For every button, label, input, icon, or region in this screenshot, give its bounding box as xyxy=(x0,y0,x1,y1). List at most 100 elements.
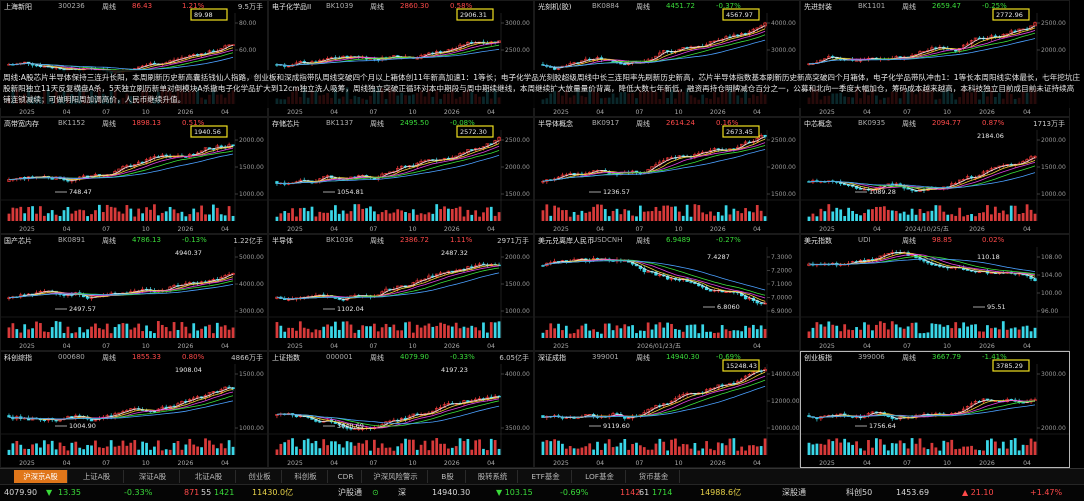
chart-panel-UDI[interactable]: 美元指数 UDI 周线 98.85 0.02% 108.00 104.00 100.00 96.… xyxy=(800,234,1070,351)
volume-bar xyxy=(212,204,215,221)
panel-code: UDI xyxy=(858,236,871,244)
volume-bar xyxy=(638,445,642,455)
y-tick-label: 3500.00 xyxy=(505,425,530,432)
volume-bar xyxy=(910,208,914,221)
volume-bar xyxy=(545,440,549,455)
volume-bar xyxy=(470,214,474,221)
candle-body xyxy=(689,281,693,283)
y-tick-label: 5000.00 xyxy=(239,254,264,261)
volume-bar xyxy=(427,323,431,338)
candle-body xyxy=(712,40,717,43)
volume-bar xyxy=(176,329,180,338)
panel-name: 半导体 xyxy=(272,237,293,245)
panel-period: 周线 xyxy=(636,354,650,362)
low-label: 1089.28 xyxy=(869,188,896,196)
chart-panel-000680[interactable]: 科创综指 000680 周线 1855.33 0.80% 4866万手 1500.00 100… xyxy=(0,351,268,468)
candle-body xyxy=(658,274,662,276)
x-axis-label: 10 xyxy=(675,226,683,233)
chart-panel-USDCNH[interactable]: 美元兑离岸人民币 USDCNH 周线 6.9489 -0.27% 7.3000 7.2000… xyxy=(534,234,800,351)
volume-bar xyxy=(215,207,219,221)
tab-7[interactable]: 沪深风险警示 xyxy=(364,470,428,483)
x-axis-label: 07 xyxy=(102,343,110,350)
volume-bar xyxy=(204,326,207,338)
volume-bar xyxy=(196,330,200,338)
volume-bar xyxy=(603,209,607,221)
volume-bar xyxy=(330,210,333,221)
tab-0[interactable]: 沪深京A股 xyxy=(14,470,68,483)
volume-bar xyxy=(564,210,568,221)
tab-12[interactable]: 货币基金 xyxy=(628,470,680,483)
volume-bar xyxy=(392,324,396,338)
volume-bar xyxy=(326,445,329,455)
volume-bar xyxy=(1005,329,1009,338)
x-axis-label: 2025 xyxy=(287,460,303,467)
volume-bar xyxy=(35,321,38,338)
chart-panel-BK1036[interactable]: 半导体 BK1036 周线 2386.72 1.11% 2971万手 2000.00 1500… xyxy=(268,234,534,351)
volume-bar xyxy=(369,206,372,221)
volume-bar xyxy=(334,205,337,221)
moving-average-line xyxy=(808,157,1036,191)
volume-bar xyxy=(470,325,474,338)
volume-bar xyxy=(129,208,133,221)
volume-bar xyxy=(1025,204,1029,221)
tab-6[interactable]: CDR xyxy=(330,470,362,483)
candle-body xyxy=(423,54,427,56)
tab-8[interactable]: B股 xyxy=(430,470,466,483)
volume-bar xyxy=(851,330,854,338)
status-ke-label: 科创50 xyxy=(846,488,873,497)
volume-bar xyxy=(755,329,759,338)
tab-9[interactable]: 股转系统 xyxy=(468,470,518,483)
volume-bar xyxy=(314,440,318,455)
chart-panel-000001[interactable]: 上证指数 000001 周线 4079.90 -0.33% 6.05亿手 4000.00 35… xyxy=(268,351,534,468)
volume-bar xyxy=(970,445,973,455)
volume-bar xyxy=(145,325,148,338)
panel-period: 周线 xyxy=(102,120,116,128)
volume-bar xyxy=(98,328,101,338)
volume-bar xyxy=(902,328,906,338)
chart-panel-399006[interactable]: 创业板指 399006 周线 3667.79 -1.41% 3000.00 2000.00 3… xyxy=(800,351,1070,468)
high-marker-label: 15248.43 xyxy=(726,362,757,370)
tab-2[interactable]: 深证A股 xyxy=(126,470,180,483)
volume-bar xyxy=(113,207,117,221)
tab-1[interactable]: 上证A股 xyxy=(70,470,124,483)
status-idx2-name[interactable]: 沪股通 xyxy=(338,488,362,497)
volume-bar xyxy=(427,212,431,221)
panel-volume: 6.05亿手 xyxy=(499,354,529,362)
volume-bar xyxy=(914,214,918,221)
tab-4[interactable]: 创业板 xyxy=(238,470,282,483)
volume-bar xyxy=(125,445,129,455)
high-marker-box xyxy=(722,125,760,138)
volume-bar xyxy=(580,447,584,455)
y-tick-label: 1500.00 xyxy=(505,191,530,198)
kline-chart: 14000.00 12000.00 10000.00 15248.43 9119.60 2… xyxy=(535,359,799,467)
volume-bar xyxy=(439,209,442,221)
volume-bar xyxy=(454,207,458,221)
chart-panel-399001[interactable]: 深证成指 399001 周线 14940.30 -0.69% 14000.00 12000.… xyxy=(534,351,800,468)
volume-bar xyxy=(109,440,113,455)
panel-price: 3667.79 xyxy=(932,353,961,361)
chart-panel-BK1137[interactable]: 存储芯片 BK1137 周线 2495.50 -0.08% 2500.00 2000.00 1… xyxy=(268,117,534,234)
tab-3[interactable]: 北证A股 xyxy=(182,470,236,483)
chart-panel-BK0891[interactable]: 国产芯片 BK0891 周线 4786.13 -0.13% 1.22亿手 5000.00 40… xyxy=(0,234,268,351)
volume-bar xyxy=(716,332,720,338)
volume-bar xyxy=(94,440,97,455)
volume-bar xyxy=(330,326,333,338)
volume-bar xyxy=(697,450,701,455)
volume-bar xyxy=(875,206,878,221)
volume-bar xyxy=(31,206,34,221)
tab-11[interactable]: LOF基金 xyxy=(574,470,626,483)
tab-10[interactable]: ETF基金 xyxy=(520,470,572,483)
volume-bar xyxy=(192,323,196,338)
candle-body xyxy=(665,275,670,280)
chart-panel-BK0935[interactable]: 中芯概念 BK0935 周线 2094.77 0.87% 1713万手 2000.00 150… xyxy=(800,117,1070,234)
chart-panel-BK0917[interactable]: 半导体概念 BK0917 周线 2614.24 0.16% 2500.00 2000.00 1… xyxy=(534,117,800,234)
tab-5[interactable]: 科创板 xyxy=(284,470,328,483)
volume-bar xyxy=(431,213,435,221)
volume-bar xyxy=(974,324,977,338)
volume-bar xyxy=(603,443,607,455)
volume-bar xyxy=(819,208,823,221)
volume-bar xyxy=(926,332,930,338)
status-idx3-name[interactable]: 深股通 xyxy=(782,488,806,497)
x-axis-label: 2025 xyxy=(19,226,35,233)
chart-panel-BK1152[interactable]: 高带宽内存 BK1152 周线 1898.13 0.51% 2000.00 1500.00 1… xyxy=(0,117,268,234)
